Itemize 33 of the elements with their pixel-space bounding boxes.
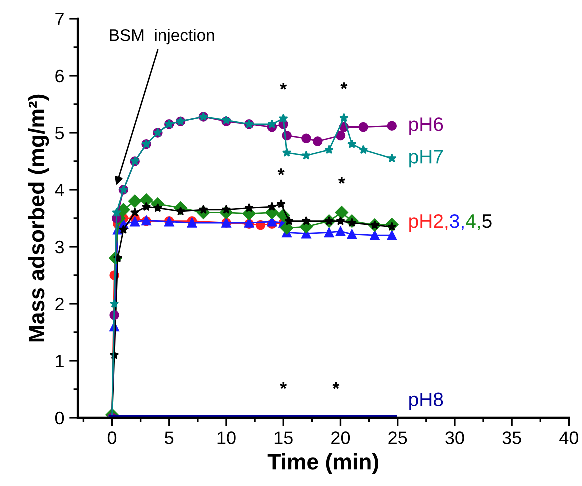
- x-tick-label: 40: [560, 432, 579, 444]
- annotation: *: [332, 382, 340, 390]
- y-tick-label: 1: [56, 355, 64, 368]
- y-tick-label: 0: [55, 412, 64, 425]
- x-tick-label: 35: [502, 432, 522, 444]
- x-tick-label: 20: [332, 432, 350, 444]
- y-tick-label: 5: [55, 127, 64, 140]
- annotation: *: [280, 382, 288, 390]
- x-tick-label: 15: [274, 432, 293, 444]
- annotation: BSM injection: [110, 29, 214, 45]
- x-tick-label: 25: [388, 432, 408, 444]
- x-tick-label: 30: [446, 432, 464, 444]
- text: 4,: [466, 214, 480, 231]
- annotation: *: [338, 177, 346, 184]
- y-tick-label: 7: [56, 13, 64, 26]
- text: 5: [482, 214, 492, 228]
- series-label: pH7: [410, 150, 443, 168]
- text: pH2,: [410, 214, 448, 232]
- y-tick-label: 6: [56, 70, 64, 83]
- y-tick-label: 3: [55, 240, 64, 254]
- y-tick-label: 2: [56, 298, 64, 310]
- annotation: *: [280, 83, 288, 90]
- series-label: pH6: [410, 118, 444, 136]
- x-axis-title: Time (min): [268, 454, 378, 474]
- text: 3,: [450, 214, 464, 231]
- series-label: pH8: [410, 392, 444, 410]
- annotation: *: [340, 82, 348, 90]
- annotation: *: [278, 168, 285, 176]
- x-tick-label: 10: [218, 432, 236, 444]
- x-tick-label: 5: [165, 432, 174, 444]
- y-axis-title: Mass adsorbed (mg/m²): [28, 94, 50, 342]
- y-tick-label: 4: [55, 184, 64, 196]
- x-tick-label: 0: [108, 432, 117, 444]
